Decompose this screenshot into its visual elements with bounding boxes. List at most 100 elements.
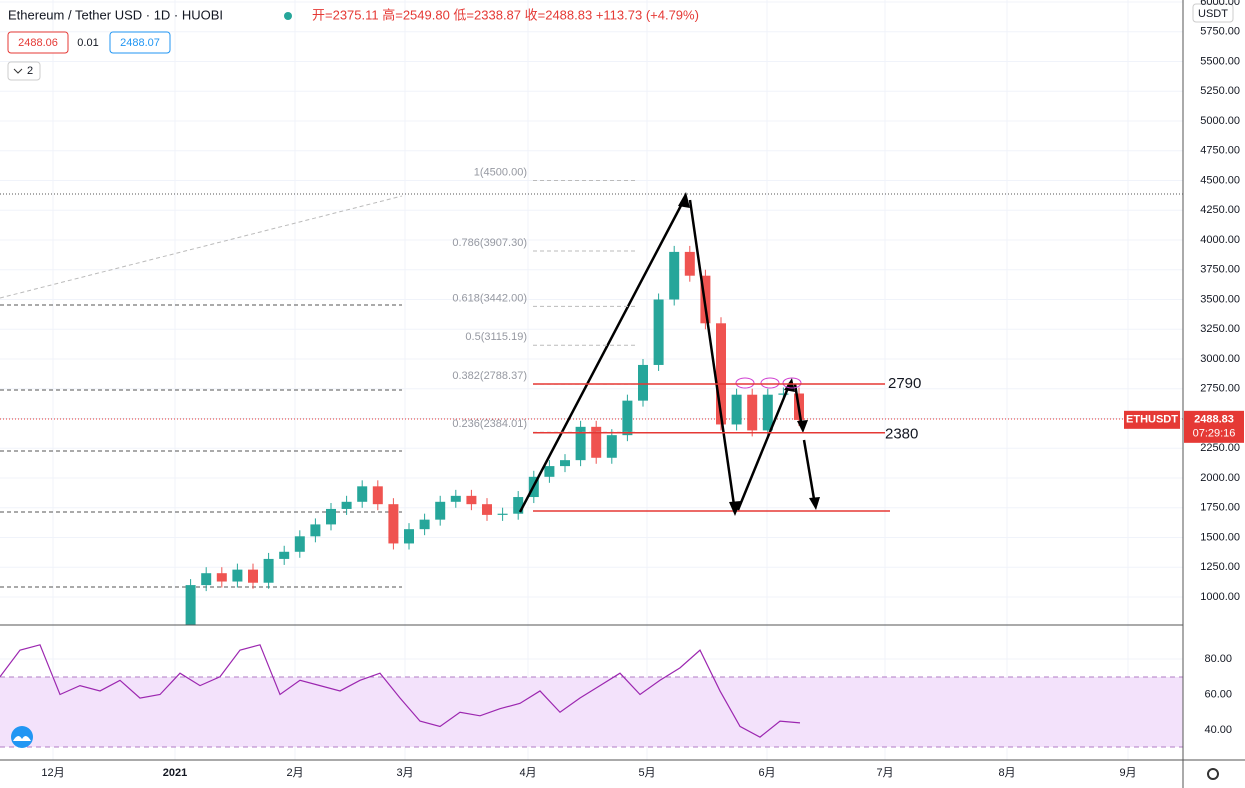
header: Ethereum / Tether USD · 1D · HUOBI 开=237… <box>7 7 699 81</box>
time-tick-label: 3月 <box>396 767 413 779</box>
time-tick-label: 4月 <box>519 767 536 779</box>
candle <box>638 364 648 401</box>
price-tick-label: 4500.00 <box>1200 174 1240 186</box>
candle <box>622 400 633 436</box>
fib-label: 1(4500.00) <box>474 166 527 178</box>
time-tick-label: 12月 <box>41 767 64 779</box>
last-price-tag <box>1184 410 1244 443</box>
rsi-band <box>0 677 1183 747</box>
dashed-levels <box>0 193 1183 588</box>
currency-box[interactable] <box>1192 3 1234 23</box>
price-tick-label: 6000.00 <box>1200 0 1240 8</box>
time-tick-label: 2月 <box>286 767 303 779</box>
candle <box>482 504 492 515</box>
ohlc: 开=2375.11 高=2549.80 低=2338.87 收=2488.83 … <box>312 7 699 22</box>
time-tick-label: 8月 <box>998 767 1015 779</box>
time-tick-label: 2021 <box>163 767 187 779</box>
candle <box>575 426 586 461</box>
candle <box>310 524 321 537</box>
fib-label: 0.382(2788.37) <box>452 370 527 382</box>
candle <box>388 504 399 544</box>
settings-icon[interactable] <box>1207 768 1219 780</box>
price-tick-label: 2250.00 <box>1200 442 1240 454</box>
candle <box>731 394 742 425</box>
price-tick-label: 5500.00 <box>1200 55 1240 67</box>
candle <box>591 426 602 458</box>
symbol-title: Ethereum / Tether USD · 1D · HUOBI <box>8 7 223 22</box>
price-tick-label: 5250.00 <box>1200 85 1240 97</box>
buy-price[interactable]: 2488.07 <box>120 37 160 49</box>
candle <box>263 558 274 583</box>
candle <box>762 394 773 431</box>
indicators-toggle[interactable] <box>7 61 41 81</box>
candle <box>404 529 414 544</box>
logo[interactable] <box>11 726 33 748</box>
axes: 1000.00 1250.00 1500.00 1750.00 2000.00 2250.… <box>41 0 1244 779</box>
price-tick-label: 4000.00 <box>1200 234 1240 246</box>
sell-button[interactable] <box>7 31 69 54</box>
spread: 0.01 <box>77 37 98 49</box>
candle <box>419 519 430 530</box>
countdown: 07:29:16 <box>1193 428 1236 440</box>
fib-label: 0.786(3907.30) <box>452 237 527 249</box>
level-label: 2380 <box>885 426 918 443</box>
price-tick-label: 5750.00 <box>1200 26 1240 38</box>
trend-line <box>0 195 403 299</box>
candle <box>357 486 368 502</box>
candle <box>201 573 212 586</box>
candle <box>216 573 227 582</box>
price-tick-label: 5000.00 <box>1200 115 1240 127</box>
candle <box>341 501 352 509</box>
last-price-label: 2488.83 <box>1194 414 1234 426</box>
rsi-line <box>0 644 801 738</box>
level-label: 2790 <box>888 375 921 392</box>
price-tick-label: 3500.00 <box>1200 293 1240 305</box>
candle <box>435 501 446 520</box>
sell-price[interactable]: 2488.06 <box>18 37 58 49</box>
buy-button[interactable] <box>109 31 171 54</box>
time-tick-label: 6月 <box>758 767 775 779</box>
price-tick-label: 3750.00 <box>1200 264 1240 276</box>
candle <box>544 466 555 477</box>
price-tick-label: 1750.00 <box>1200 502 1240 514</box>
candle <box>497 513 508 515</box>
chevron[interactable] <box>13 68 23 74</box>
time-tick-label: 9月 <box>1119 767 1136 779</box>
candle <box>294 536 305 552</box>
ticker-tag <box>1124 410 1180 429</box>
rsi-tick-label: 40.00 <box>1204 724 1232 736</box>
time-tick-label: 7月 <box>876 767 893 779</box>
candle <box>778 393 789 395</box>
candle <box>279 551 290 559</box>
currency[interactable]: USDT <box>1198 8 1228 20</box>
candle <box>372 486 383 505</box>
candle <box>684 251 695 276</box>
candle <box>248 569 258 583</box>
rsi-tick-label: 80.00 <box>1204 653 1232 665</box>
indicator-count[interactable]: 2 <box>27 65 33 77</box>
fib-label: 0.618(3442.00) <box>452 292 527 304</box>
candle <box>513 497 524 514</box>
candle <box>326 508 336 525</box>
candle <box>560 460 570 467</box>
ticker-label: ETHUSDT <box>1126 414 1178 426</box>
candle <box>185 585 196 625</box>
drawings: 1(4500.00) 0.786(3907.30) 0.618(3442.00) 0.… <box>452 166 921 516</box>
candle <box>232 569 243 582</box>
candle <box>653 299 664 365</box>
price-tick-label: 1500.00 <box>1200 531 1240 543</box>
rsi-tick-label: 60.00 <box>1204 688 1232 700</box>
price-tick-label: 4750.00 <box>1200 145 1240 157</box>
fib-label: 0.236(2384.01) <box>452 418 527 430</box>
price-tick-label: 3000.00 <box>1200 353 1240 365</box>
logo-glyph <box>13 735 31 741</box>
candle <box>450 495 461 502</box>
fib-label: 0.5(3115.19) <box>465 331 527 343</box>
candle <box>716 323 726 425</box>
candle <box>747 394 758 431</box>
price-tick-label: 3250.00 <box>1200 323 1240 335</box>
market-status <box>284 12 292 20</box>
price-tick-label: 4250.00 <box>1200 204 1240 216</box>
